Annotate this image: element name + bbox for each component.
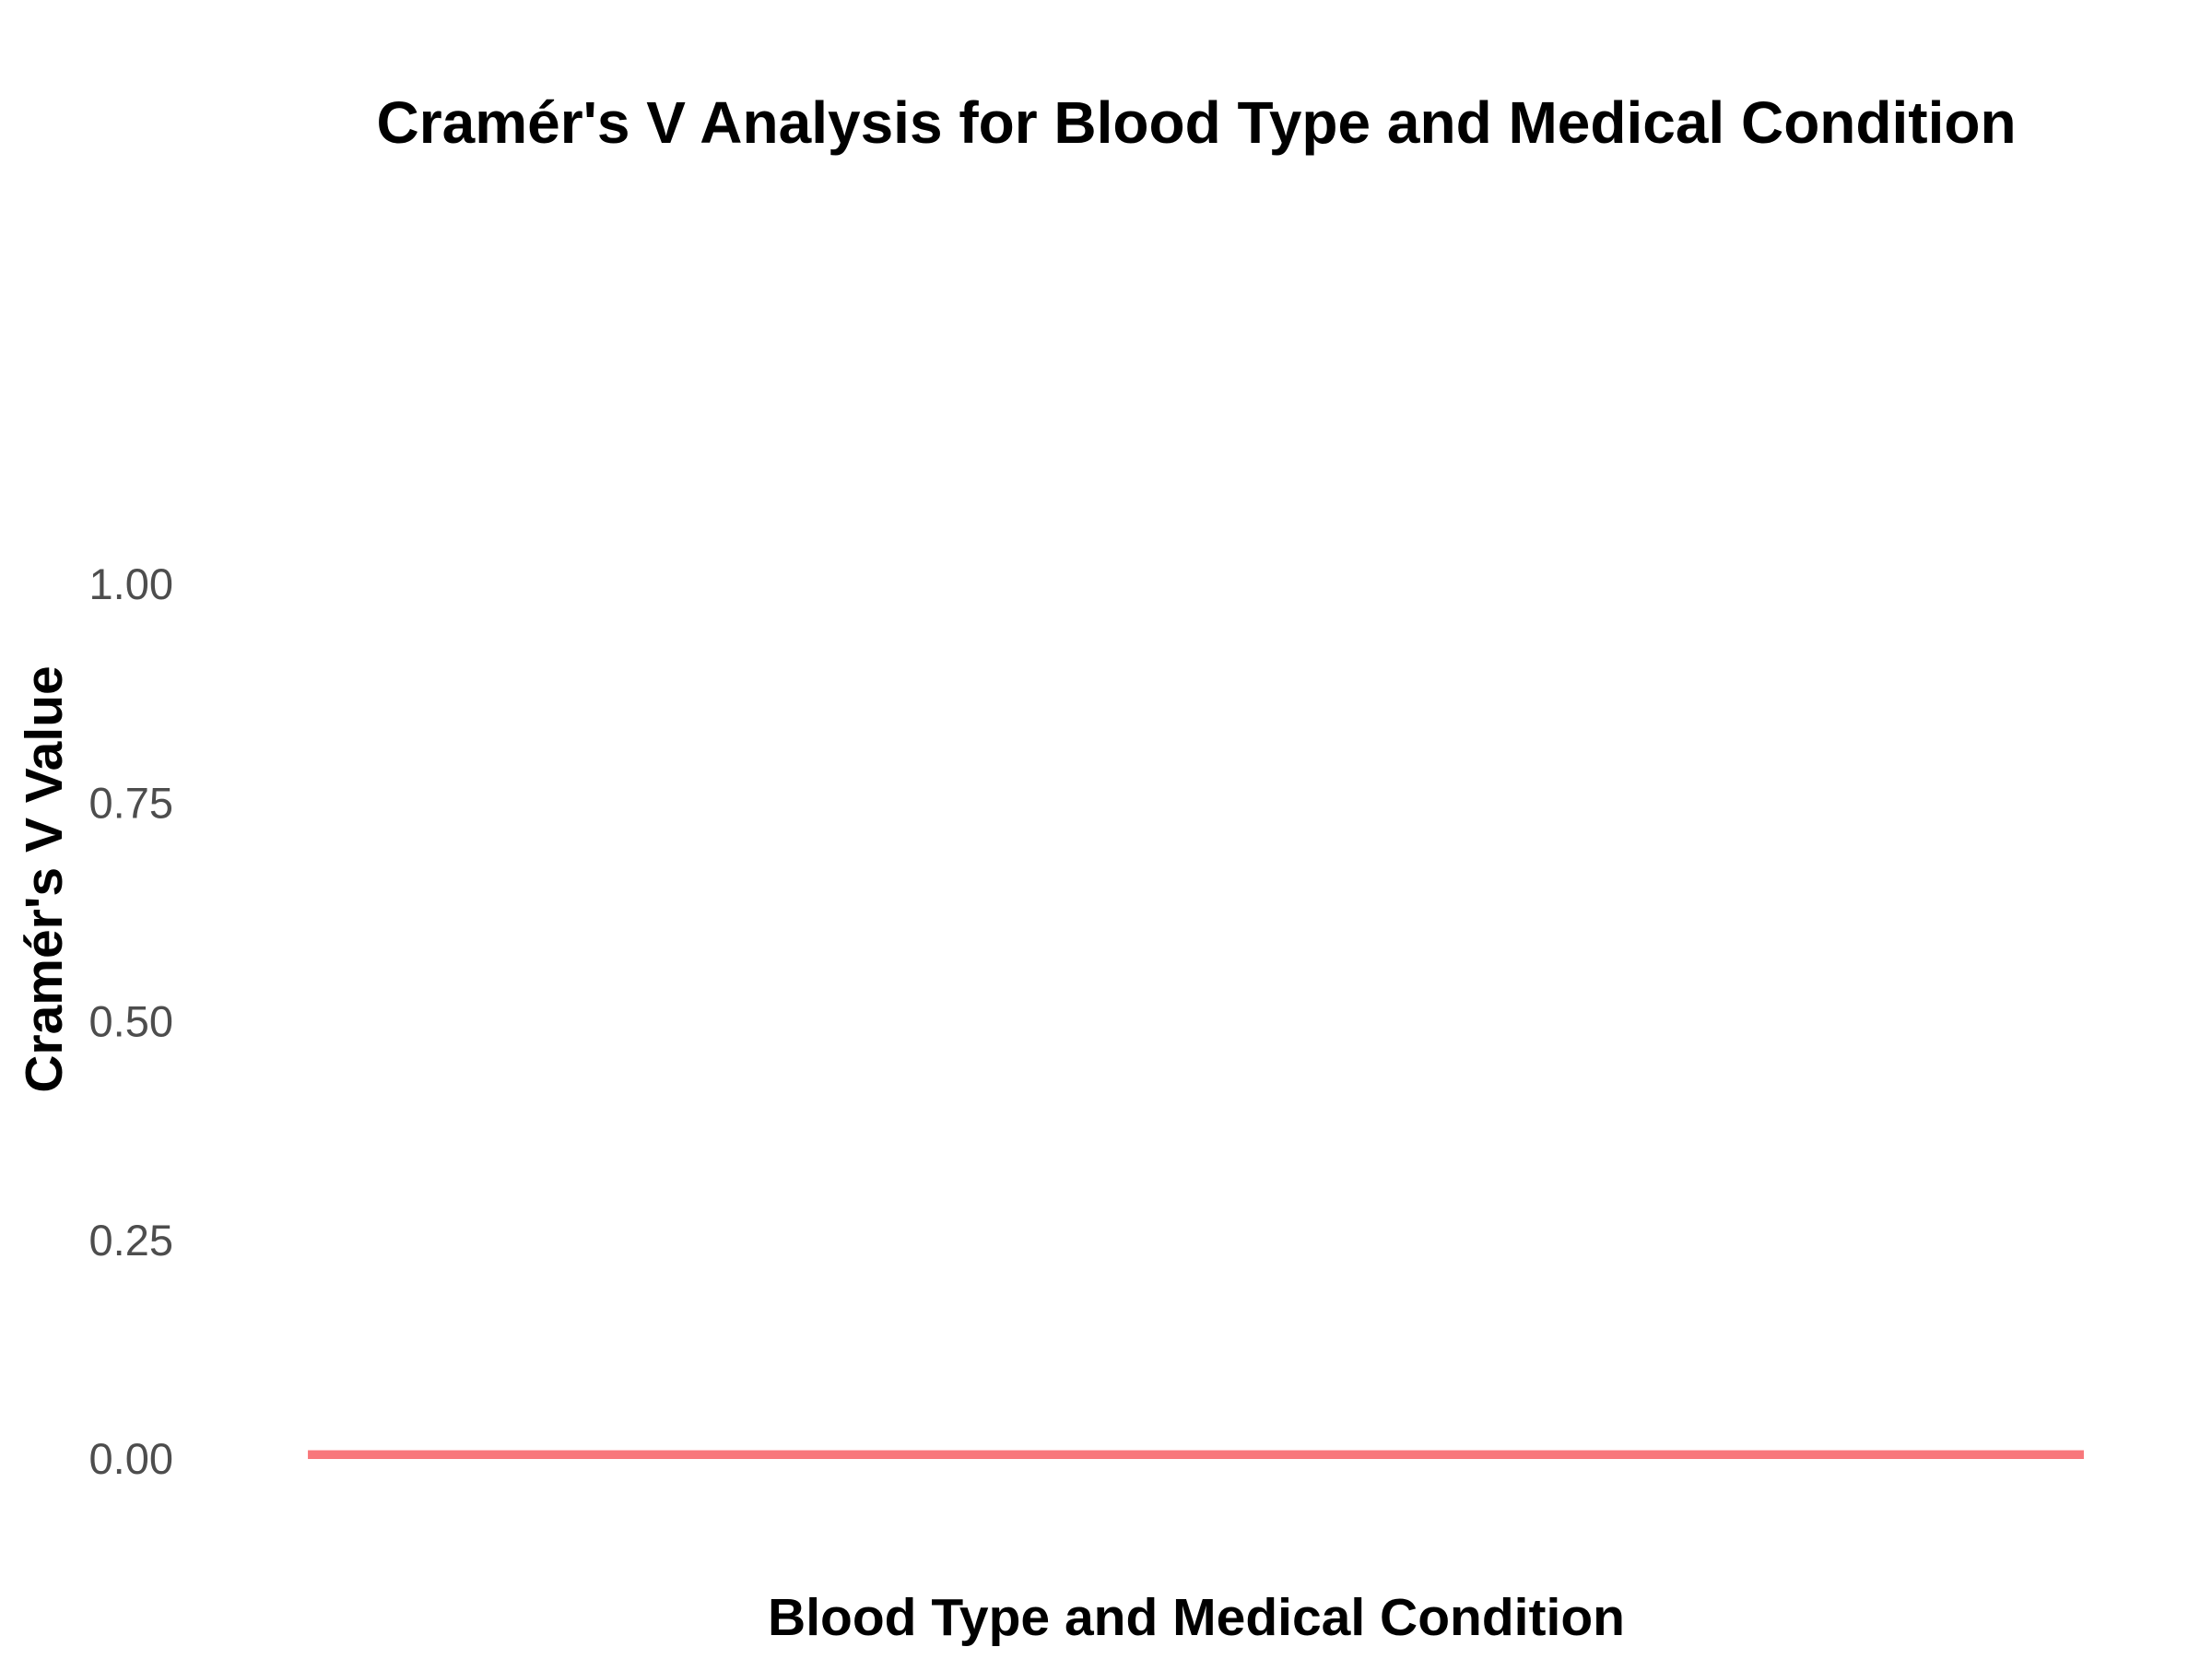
y-axis-label: Cramér's V Value	[15, 665, 74, 1093]
y-tick-label: 0.00	[89, 1434, 173, 1483]
y-tick-label: 0.25	[89, 1216, 173, 1265]
x-axis-label: Blood Type and Medical Condition	[768, 1588, 1625, 1647]
chart-title: Cramér's V Analysis for Blood Type and M…	[376, 89, 2016, 156]
y-tick-label: 1.00	[89, 559, 173, 608]
y-tick-label: 0.75	[89, 778, 173, 827]
y-tick-label: 0.50	[89, 997, 173, 1046]
bars	[308, 1450, 2084, 1459]
bar	[308, 1450, 2084, 1459]
y-axis-ticks: 0.00 0.25 0.50 0.75 1.00	[89, 559, 173, 1483]
